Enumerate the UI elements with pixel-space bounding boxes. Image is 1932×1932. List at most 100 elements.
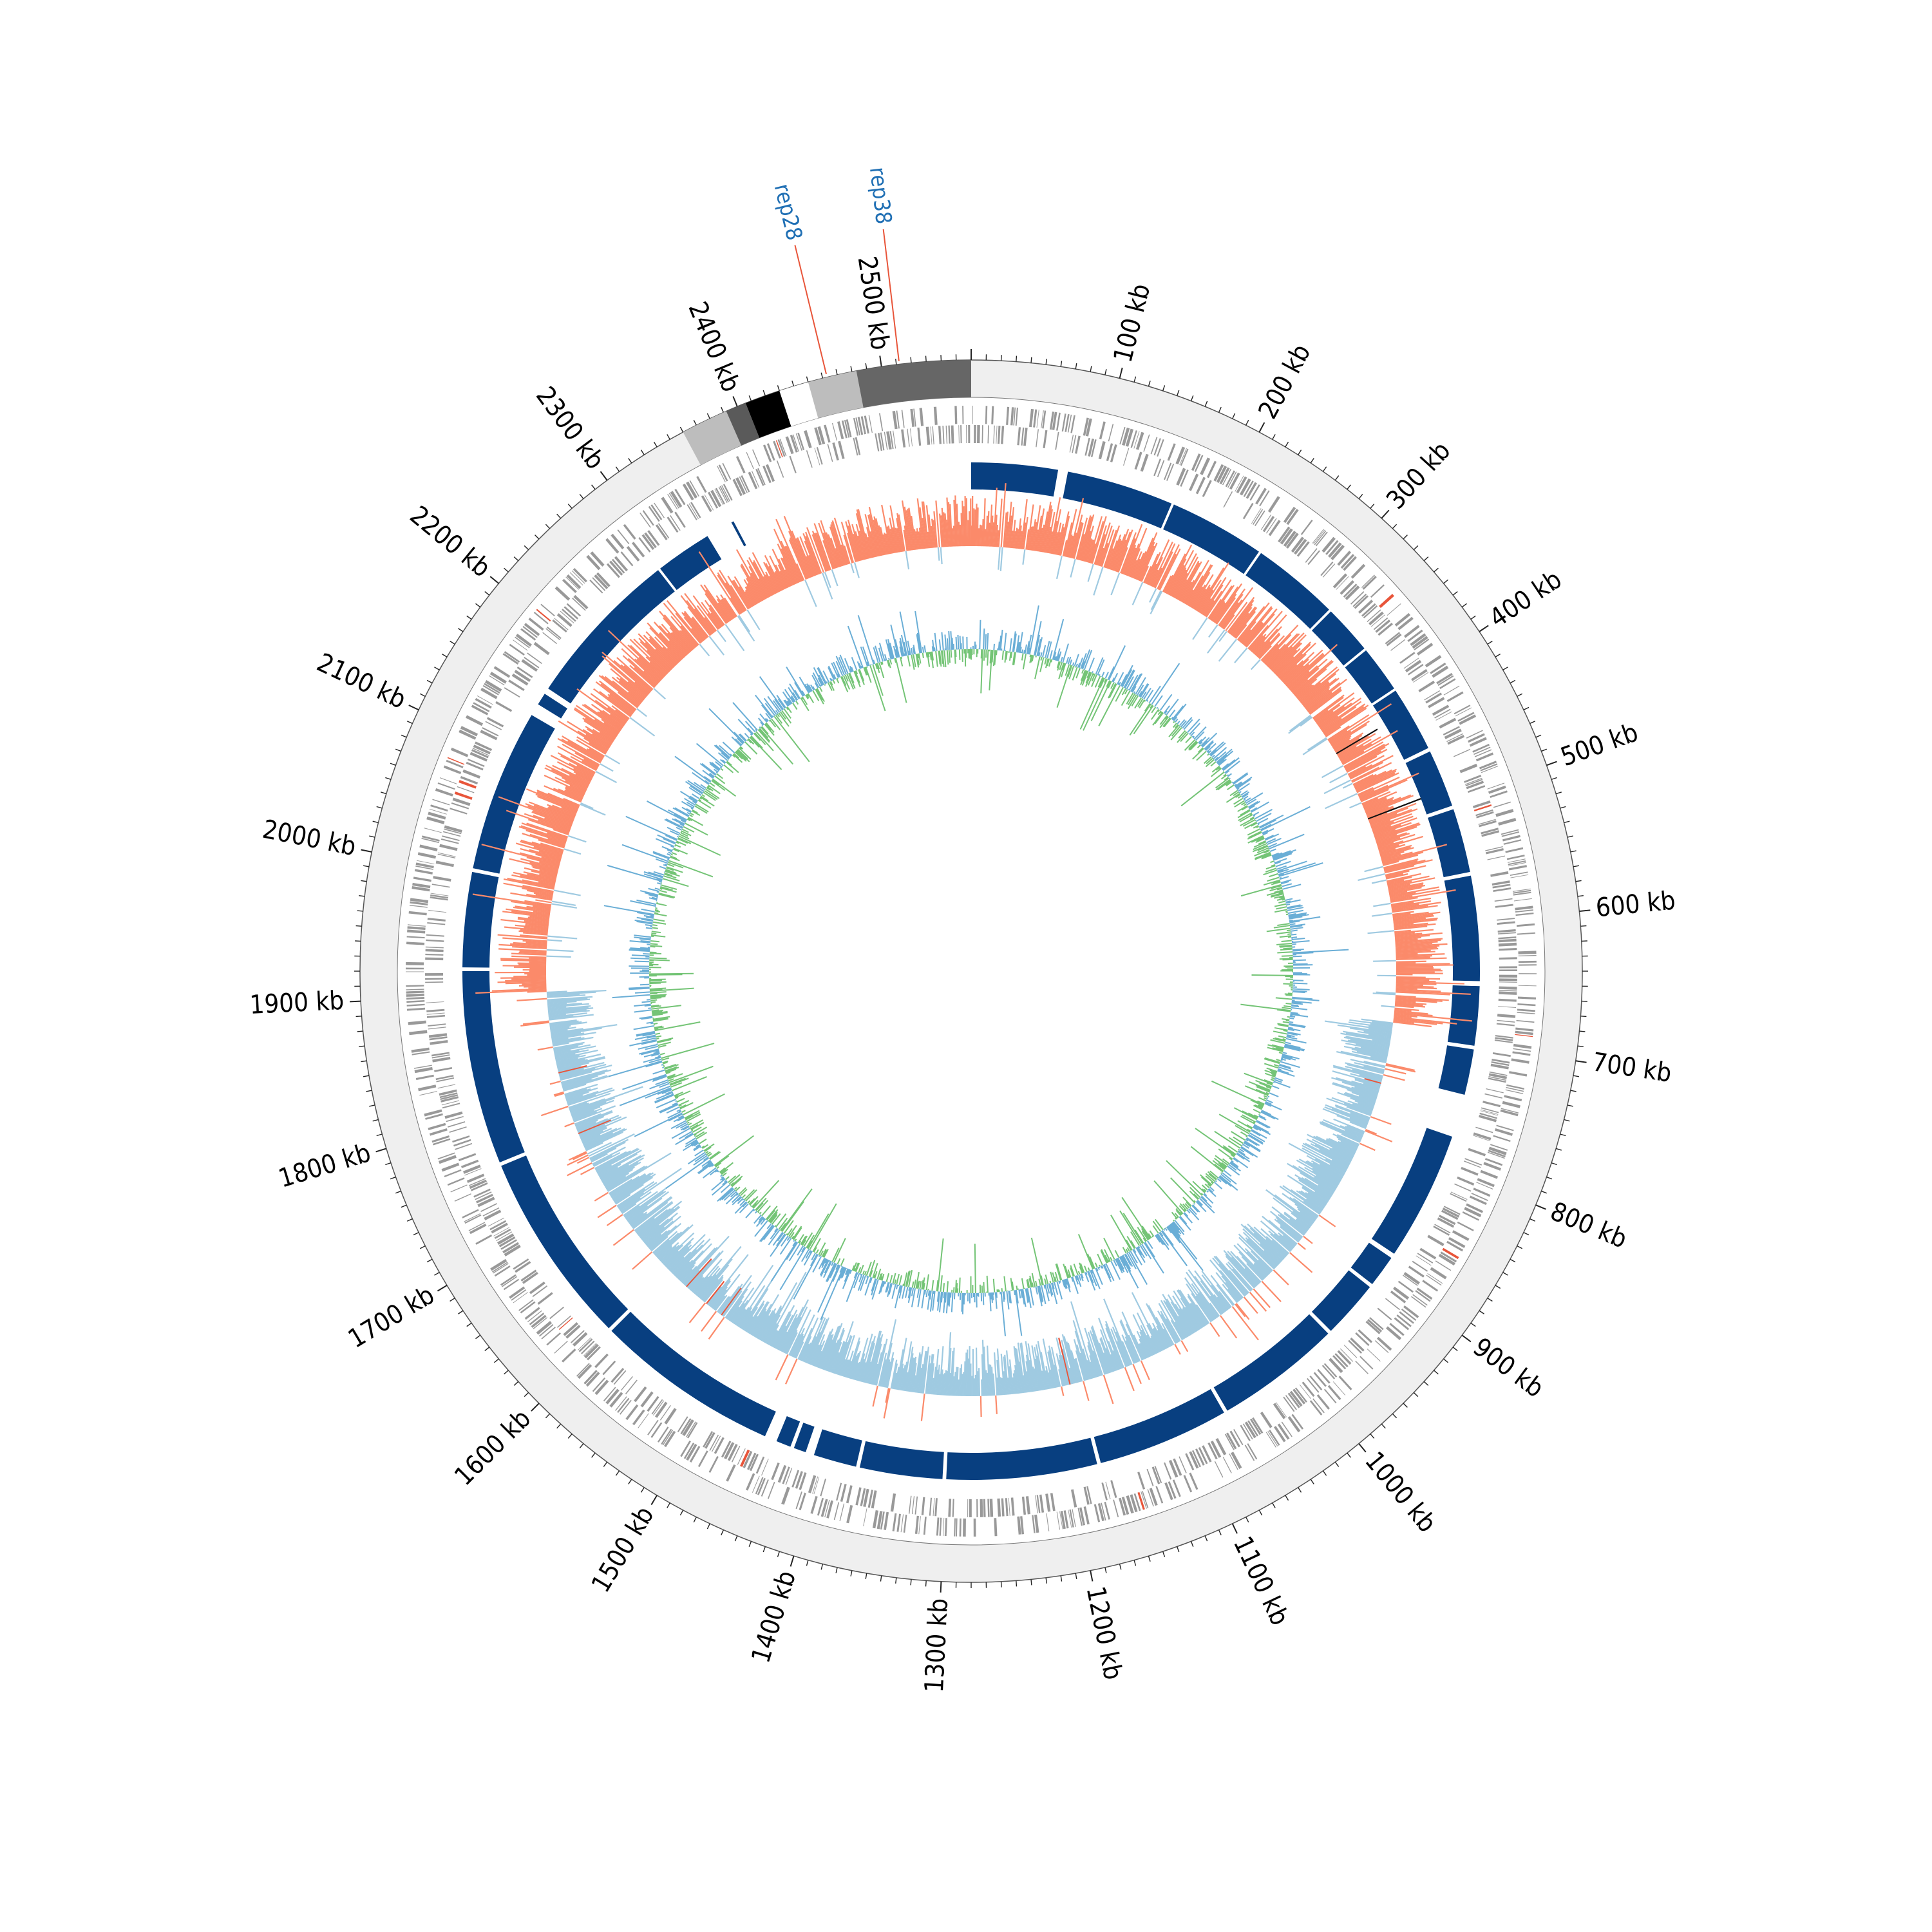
- minor-tick: [513, 1381, 519, 1386]
- minor-tick: [1555, 791, 1562, 795]
- gene: [682, 1419, 694, 1436]
- gc-skew-positive-bar: [659, 611, 694, 650]
- gene: [1172, 1479, 1181, 1497]
- minor-tick: [355, 925, 362, 927]
- gc-skew-positive-bar: [806, 527, 824, 573]
- minor-tick: [1075, 363, 1077, 370]
- gc-content-high-bar: [735, 1193, 739, 1197]
- gc-content-high-bar: [1255, 1121, 1269, 1129]
- gene: [620, 551, 634, 567]
- gc-skew-negative-bar: [1007, 1378, 1010, 1395]
- gc-skew-positive-bar: [1293, 659, 1332, 695]
- gc-skew-negative-bar: [739, 1310, 752, 1329]
- gc-content-low-bar: [913, 1279, 916, 1289]
- gc-content-low-bar: [866, 1262, 872, 1276]
- gc-content-low-bar: [1277, 923, 1290, 927]
- gc-skew-negative-bar: [555, 1054, 580, 1061]
- gc-content-low-bar: [690, 1122, 705, 1131]
- gene: [708, 1455, 719, 1473]
- gc-content-low-bar: [678, 1100, 690, 1106]
- gc-skew-negative-bar: [549, 1015, 574, 1019]
- gc-skew-positive-bar: [1098, 526, 1113, 567]
- gene: [513, 639, 528, 651]
- gc-skew-negative-bar: [1296, 1218, 1311, 1229]
- gene: [502, 1242, 520, 1254]
- gc-content-low-bar: [931, 1280, 934, 1291]
- gc-content-high-bar: [1157, 708, 1159, 710]
- gc-content-high-bar: [1078, 1274, 1082, 1281]
- gc-content-low-bar: [894, 1279, 897, 1284]
- gene: [1499, 948, 1517, 951]
- major-tick: [650, 1495, 658, 1506]
- gc-skew-negative-bar: [1209, 1295, 1224, 1314]
- gene: [632, 1409, 645, 1426]
- gc-skew-positive-bar: [1394, 933, 1423, 937]
- gene: [1448, 1236, 1466, 1249]
- gene: [1437, 1217, 1455, 1228]
- gc-content-low-bar: [1246, 1124, 1253, 1129]
- gc-content-low-bar: [906, 1270, 911, 1287]
- gc-skew-positive-bar: [1274, 648, 1301, 674]
- gc-skew-negative-bar: [1314, 1191, 1330, 1202]
- gene: [1336, 576, 1349, 590]
- gc-content-high-bar: [1217, 750, 1234, 765]
- gc-skew-negative-bar: [708, 1254, 749, 1306]
- gc-skew-negative-bar: [657, 1245, 673, 1259]
- gc-content-low-bar: [1283, 1005, 1292, 1008]
- gc-skew-negative-bar: [1299, 1171, 1334, 1194]
- gene: [966, 425, 967, 444]
- gc-skew-negative-bar: [667, 1247, 690, 1270]
- gc-skew-positive-bar: [1223, 614, 1235, 630]
- gc-skew-positive-bar: [526, 857, 560, 867]
- gc-content-high-bar: [1273, 849, 1296, 860]
- gc-skew-negative-bar: [1141, 1329, 1155, 1356]
- gc-content-low-bar: [1214, 1130, 1241, 1149]
- gc-content-low-bar: [1256, 1086, 1270, 1093]
- gc-skew-positive-bar: [784, 1358, 798, 1385]
- gc-content-high-bar: [1179, 1215, 1188, 1225]
- gc-content-high-bar: [1063, 1279, 1068, 1289]
- gc-content-high-bar: [1092, 671, 1094, 674]
- gc-skew-negative-bar: [824, 571, 831, 589]
- gc-skew-positive-bar: [558, 788, 583, 800]
- gc-content-high-bar: [1205, 746, 1211, 752]
- gene: [967, 1499, 969, 1517]
- gc-content-high-bar: [745, 1208, 755, 1218]
- gc-skew-negative-bar: [904, 1372, 909, 1392]
- gene: [1394, 1317, 1410, 1331]
- gc-content-high-bar: [1115, 1258, 1123, 1274]
- gc-skew-negative-bar: [1336, 1136, 1359, 1148]
- gene: [613, 1370, 627, 1385]
- gc-skew-negative-bar: [1182, 1309, 1197, 1332]
- gene: [1417, 643, 1434, 656]
- gc-content-high-bar: [1290, 927, 1303, 930]
- gene: [1043, 430, 1048, 449]
- gc-skew-positive-bar: [1394, 923, 1436, 929]
- gc-content-low-bar: [1130, 1240, 1136, 1249]
- gc-skew-negative-bar: [1298, 1179, 1331, 1200]
- gene: [1313, 529, 1325, 544]
- gc-content-low-bar: [1001, 1288, 1003, 1292]
- gc-content-high-bar: [1264, 1103, 1272, 1107]
- gc-content-low-bar: [1193, 1193, 1200, 1200]
- gc-content-high-bar: [1291, 1000, 1312, 1004]
- gene: [425, 1113, 443, 1120]
- gc-skew-negative-bar: [1219, 1270, 1244, 1299]
- gc-content-high-bar: [1257, 823, 1260, 826]
- gc-content-high-bar: [1227, 773, 1232, 777]
- gc-content-low-bar: [790, 1231, 795, 1238]
- gc-content-high-bar: [1139, 1245, 1148, 1256]
- gc-skew-negative-bar: [636, 1217, 655, 1233]
- gc-content-low-bar: [905, 1271, 910, 1287]
- gene: [1435, 1260, 1452, 1271]
- gc-skew-positive-bar: [563, 797, 580, 806]
- gc-skew-negative-bar: [557, 1062, 589, 1072]
- gene: [1321, 536, 1336, 553]
- gc-skew-positive-bar: [853, 533, 862, 561]
- gc-skew-positive-bar: [1392, 913, 1411, 917]
- gc-content-high-bar: [793, 1240, 795, 1242]
- gc-skew-positive-bar: [1225, 601, 1248, 632]
- gc-skew-positive-bar: [680, 625, 699, 647]
- gc-skew-negative-bar: [886, 1358, 895, 1388]
- gc-content-high-bar: [859, 1275, 867, 1291]
